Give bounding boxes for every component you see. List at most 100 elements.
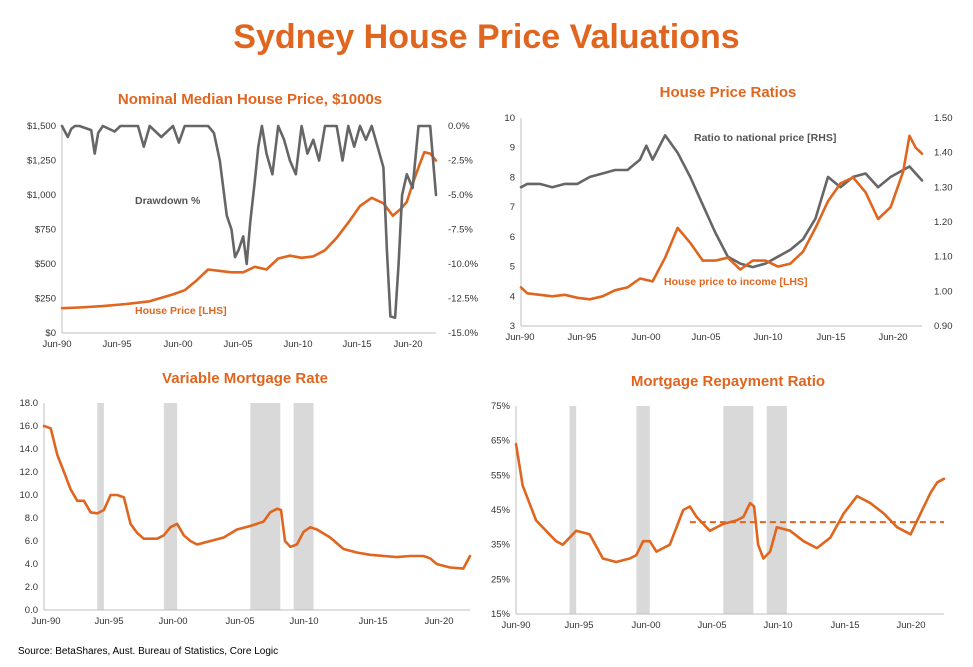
y-right-tick-label: 1.20: [934, 217, 953, 228]
series-line-orange: [60, 150, 438, 310]
x-tick-label: Jun-20: [878, 332, 907, 343]
y-tick-label: 15%: [491, 609, 511, 620]
y-right-tick-label: -2.5%: [448, 156, 473, 167]
y-right-tick-label: -15.0%: [448, 328, 479, 339]
shaded-period: [723, 406, 754, 614]
x-tick-label: Jun-05: [691, 332, 720, 343]
x-tick-label: Jun-00: [631, 620, 660, 631]
y-tick-label: $250: [35, 294, 56, 305]
y-tick-label: 10.0: [20, 490, 39, 501]
shaded-period: [163, 403, 178, 610]
series-annotation: House Price [LHS]: [135, 305, 227, 317]
y-tick-label: 9: [510, 143, 515, 154]
x-tick-label: Jun-10: [283, 339, 312, 350]
x-tick-label: Jun-95: [567, 332, 596, 343]
chart-ratios: House Price Ratios 3 4 5 6 7 8 9 10 0.90 1.00 1.10 1…: [504, 84, 952, 343]
x-tick-label: Jun-90: [42, 339, 71, 350]
y-tick-label: 4: [510, 291, 515, 302]
shaded-period: [293, 403, 314, 610]
x-tick-label: Jun-95: [94, 616, 123, 627]
x-tick-label: Jun-15: [342, 339, 371, 350]
y-tick-label: 6.0: [25, 536, 38, 547]
series-line-gray: [60, 124, 438, 320]
shaded-period: [636, 406, 650, 614]
series-line-orange: [42, 424, 472, 570]
y-tick-label: 6: [510, 232, 515, 243]
y-right-tick-label: -12.5%: [448, 294, 479, 305]
y-tick-label: 3: [510, 321, 515, 332]
x-tick-label: Jun-00: [158, 616, 187, 627]
x-tick-label: Jun-10: [763, 620, 792, 631]
y-right-tick-label: 1.10: [934, 252, 953, 263]
y-tick-label: 55%: [491, 470, 511, 481]
y-tick-label: 5: [510, 262, 515, 273]
y-tick-label: 2.0: [25, 582, 38, 593]
y-tick-label: 14.0: [20, 444, 39, 455]
y-tick-label: 0.0: [25, 605, 38, 616]
x-tick-label: Jun-15: [830, 620, 859, 631]
x-tick-label: Jun-20: [393, 339, 422, 350]
series-line-orange: [514, 442, 946, 564]
x-tick-label: Jun-95: [102, 339, 131, 350]
x-tick-label: Jun-90: [501, 620, 530, 631]
chart-price: Nominal Median House Price, $1000s $0 $250…: [27, 91, 479, 350]
y-tick-label: 8.0: [25, 513, 38, 524]
y-tick-label: 75%: [491, 401, 511, 412]
page-title: Sydney House Price Valuations: [233, 18, 740, 56]
x-tick-label: Jun-05: [225, 616, 254, 627]
chart-title: Mortgage Repayment Ratio: [631, 373, 825, 390]
x-tick-label: Jun-15: [358, 616, 387, 627]
y-right-tick-label: 0.90: [934, 321, 953, 332]
x-tick-label: Jun-00: [631, 332, 660, 343]
x-tick-label: Jun-05: [697, 620, 726, 631]
y-right-tick-label: 1.00: [934, 286, 953, 297]
x-tick-label: Jun-10: [289, 616, 318, 627]
y-tick-label: 65%: [491, 436, 511, 447]
y-right-tick-label: -7.5%: [448, 225, 473, 236]
y-tick-label: 4.0: [25, 559, 38, 570]
y-right-tick-label: 1.30: [934, 182, 953, 193]
x-tick-label: Jun-15: [816, 332, 845, 343]
y-right-tick-label: -10.0%: [448, 259, 479, 270]
y-right-tick-label: 1.50: [934, 113, 953, 124]
x-tick-label: Jun-20: [424, 616, 453, 627]
shaded-period: [569, 406, 577, 614]
y-tick-label: 35%: [491, 540, 511, 551]
y-tick-label: $500: [35, 259, 56, 270]
shaded-period: [766, 406, 787, 614]
x-tick-label: Jun-90: [31, 616, 60, 627]
series-line-orange: [519, 134, 924, 301]
series-annotation: House price to income [LHS]: [664, 276, 808, 288]
shaded-period: [250, 403, 281, 610]
y-tick-label: 18.0: [20, 398, 39, 409]
source-note: Source: BetaShares, Aust. Bureau of Stat…: [18, 646, 279, 657]
y-tick-label: 7: [510, 202, 515, 213]
x-tick-label: Jun-20: [896, 620, 925, 631]
x-tick-label: Jun-00: [163, 339, 192, 350]
y-tick-label: 12.0: [20, 467, 39, 478]
x-tick-label: Jun-10: [753, 332, 782, 343]
y-right-tick-label: 0.0%: [448, 121, 470, 132]
x-tick-label: Jun-95: [564, 620, 593, 631]
chart-title: House Price Ratios: [660, 84, 797, 101]
y-tick-label: 10: [504, 113, 515, 124]
y-tick-label: $1,000: [27, 190, 56, 201]
chart-repayment: Mortgage Repayment Ratio 15% 25% 35% 45% 55% 6…: [491, 373, 946, 631]
chart-mortgage_rate: Variable Mortgage Rate 0.0 2.0 4.0 6.0 8.0 10.…: [20, 370, 472, 627]
y-right-tick-label: 1.40: [934, 148, 953, 159]
y-right-tick-label: -5.0%: [448, 190, 473, 201]
x-tick-label: Jun-90: [505, 332, 534, 343]
y-tick-label: 8: [510, 172, 515, 183]
y-tick-label: $0: [45, 328, 56, 339]
shaded-period: [97, 403, 104, 610]
x-tick-label: Jun-05: [223, 339, 252, 350]
series-annotation: Drawdown %: [135, 195, 201, 207]
chart-title: Nominal Median House Price, $1000s: [118, 91, 382, 108]
series-annotation: Ratio to national price [RHS]: [694, 132, 836, 144]
y-tick-label: $1,250: [27, 156, 56, 167]
y-tick-label: $1,500: [27, 121, 56, 132]
y-tick-label: 25%: [491, 574, 511, 585]
y-tick-label: $750: [35, 225, 56, 236]
chart-title: Variable Mortgage Rate: [162, 370, 328, 387]
